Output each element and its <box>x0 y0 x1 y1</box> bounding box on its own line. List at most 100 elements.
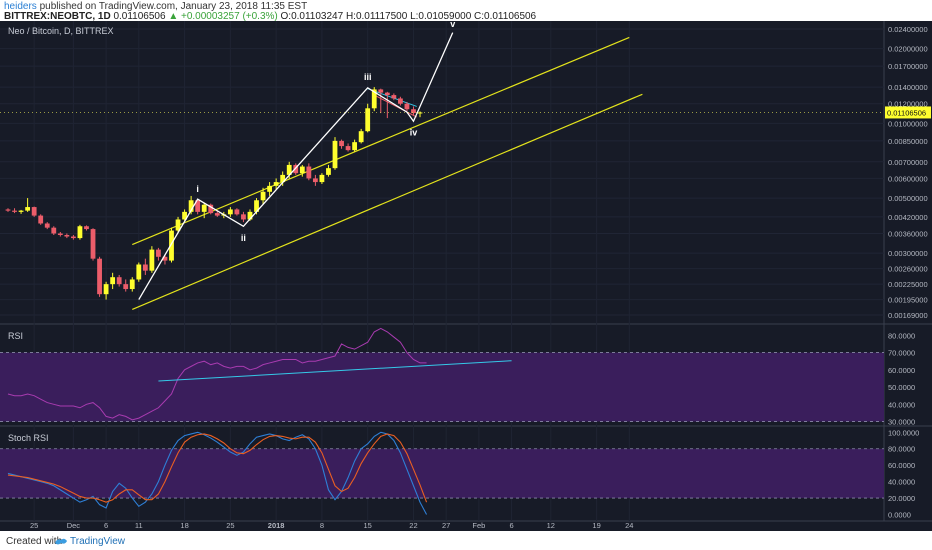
wave-label: iv <box>410 127 418 137</box>
stoch-d-line <box>7 433 428 503</box>
time-tick-label: 24 <box>625 521 633 530</box>
candle-body <box>371 89 377 109</box>
price-tick-label: 0.02400000 <box>888 25 928 34</box>
candle-body <box>319 174 325 183</box>
time-tick-label: 8 <box>320 521 324 530</box>
stoch-rsi-pane <box>0 431 884 515</box>
rsi-tick-label: 40.0000 <box>888 400 915 409</box>
candle-body <box>169 230 174 261</box>
symbol-info: BITTREX:NEOBTC, 1D 0.01106506 ▲ +0.00003… <box>4 11 536 22</box>
candle-body <box>188 200 194 212</box>
price-axis: 0.02400000 0.02000000 0.01700000 0.01400000… <box>885 25 931 520</box>
rsi-trend-line <box>158 360 512 382</box>
candle-body <box>90 229 96 259</box>
channel-lower-line <box>132 93 643 310</box>
stoch-k-line <box>7 431 428 515</box>
stoch-tick-label: 60.0000 <box>888 461 915 470</box>
candle-body <box>241 214 246 220</box>
candle-body <box>234 209 240 215</box>
candle-body <box>195 200 201 212</box>
created-with-label: Created with <box>6 536 63 547</box>
time-tick-label: 25 <box>30 521 38 530</box>
candle-body <box>299 166 305 174</box>
time-tick-label: 25 <box>226 521 234 530</box>
candle-body <box>64 234 70 237</box>
rsi-tick-label: 60.0000 <box>888 366 915 375</box>
price-change: ▲ +0.00003257 (+0.3%) <box>168 11 278 22</box>
price-tick-label: 0.00500000 <box>888 194 928 203</box>
candle-body <box>38 215 44 224</box>
candle-body <box>201 204 207 212</box>
symbol-name: BITTREX:NEOBTC, 1D <box>4 11 111 22</box>
publish-line: heiders published on TradingView.com, Ja… <box>4 1 307 12</box>
last-price: 0.01106506 <box>113 11 166 22</box>
time-tick-label: Feb <box>472 521 485 530</box>
stoch-rsi-title: Stoch RSI <box>8 433 49 443</box>
elliott-wave-path <box>138 32 454 300</box>
candle-body <box>293 164 299 174</box>
price-tick-label: 0.01700000 <box>888 62 928 71</box>
footer: Created with TradingView <box>0 533 932 550</box>
candle-body <box>162 256 168 261</box>
stoch-tick-label: 0.0000 <box>888 511 911 520</box>
candle-body <box>398 98 403 104</box>
price-tick-label: 0.00260000 <box>888 265 928 274</box>
candle-body <box>84 226 89 230</box>
rsi-tick-label: 30.0000 <box>888 418 915 427</box>
time-tick-label: Dec <box>67 521 81 530</box>
candle-body <box>312 178 318 183</box>
candle-body <box>110 277 116 285</box>
price-tick-label: 0.01000000 <box>888 119 928 128</box>
candle-body <box>71 236 76 239</box>
candle-body <box>214 213 220 216</box>
candle-body <box>103 284 109 295</box>
wave-label: ii <box>241 233 246 243</box>
wave-label: i <box>196 184 199 194</box>
price-tick-label: 0.00169000 <box>888 311 928 320</box>
candle-body <box>384 92 390 96</box>
triangle-lower-line <box>374 94 417 118</box>
grid-lines <box>0 21 932 522</box>
candle-body <box>280 174 286 183</box>
candle-body <box>18 210 24 212</box>
candle-body <box>339 140 344 147</box>
time-tick-label: 15 <box>364 521 372 530</box>
wave-label: iii <box>364 72 372 82</box>
time-tick-label: 22 <box>409 521 417 530</box>
candle-body <box>175 219 181 231</box>
candle-body <box>142 264 148 271</box>
candle-body <box>116 277 122 285</box>
tradingview-brand-link[interactable]: TradingView <box>70 536 126 547</box>
time-tick-label: 2018 <box>268 521 285 530</box>
candle-body <box>57 233 63 235</box>
rsi-tick-label: 50.0000 <box>888 383 915 392</box>
time-tick-label: 6 <box>104 521 108 530</box>
rsi-title: RSI <box>8 331 23 341</box>
current-price-label: 0.01106506 <box>887 108 926 117</box>
price-tick-label: 0.00850000 <box>888 137 928 146</box>
candle-body <box>391 95 397 99</box>
candle-body <box>77 226 83 239</box>
candle-body <box>286 164 292 175</box>
candle-body <box>332 140 338 169</box>
candle-body <box>404 103 410 110</box>
candle-body <box>97 258 102 295</box>
stoch-band <box>0 448 884 499</box>
candle-body <box>417 112 423 114</box>
candle-body <box>378 89 384 93</box>
price-tick-label: 0.00300000 <box>888 249 928 258</box>
author-link[interactable]: heiders <box>4 1 37 12</box>
rsi-band <box>0 352 884 422</box>
rsi-pane <box>0 327 884 422</box>
rsi-line <box>7 327 427 421</box>
candle-body <box>358 131 364 143</box>
candle-body <box>267 185 272 192</box>
time-tick-label: 6 <box>509 521 513 530</box>
rsi-tick-label: 80.0000 <box>888 331 915 340</box>
candle-body <box>365 108 371 132</box>
price-tick-label: 0.01400000 <box>888 83 928 92</box>
candle-body <box>345 146 351 151</box>
time-tick-label: 11 <box>135 521 143 530</box>
